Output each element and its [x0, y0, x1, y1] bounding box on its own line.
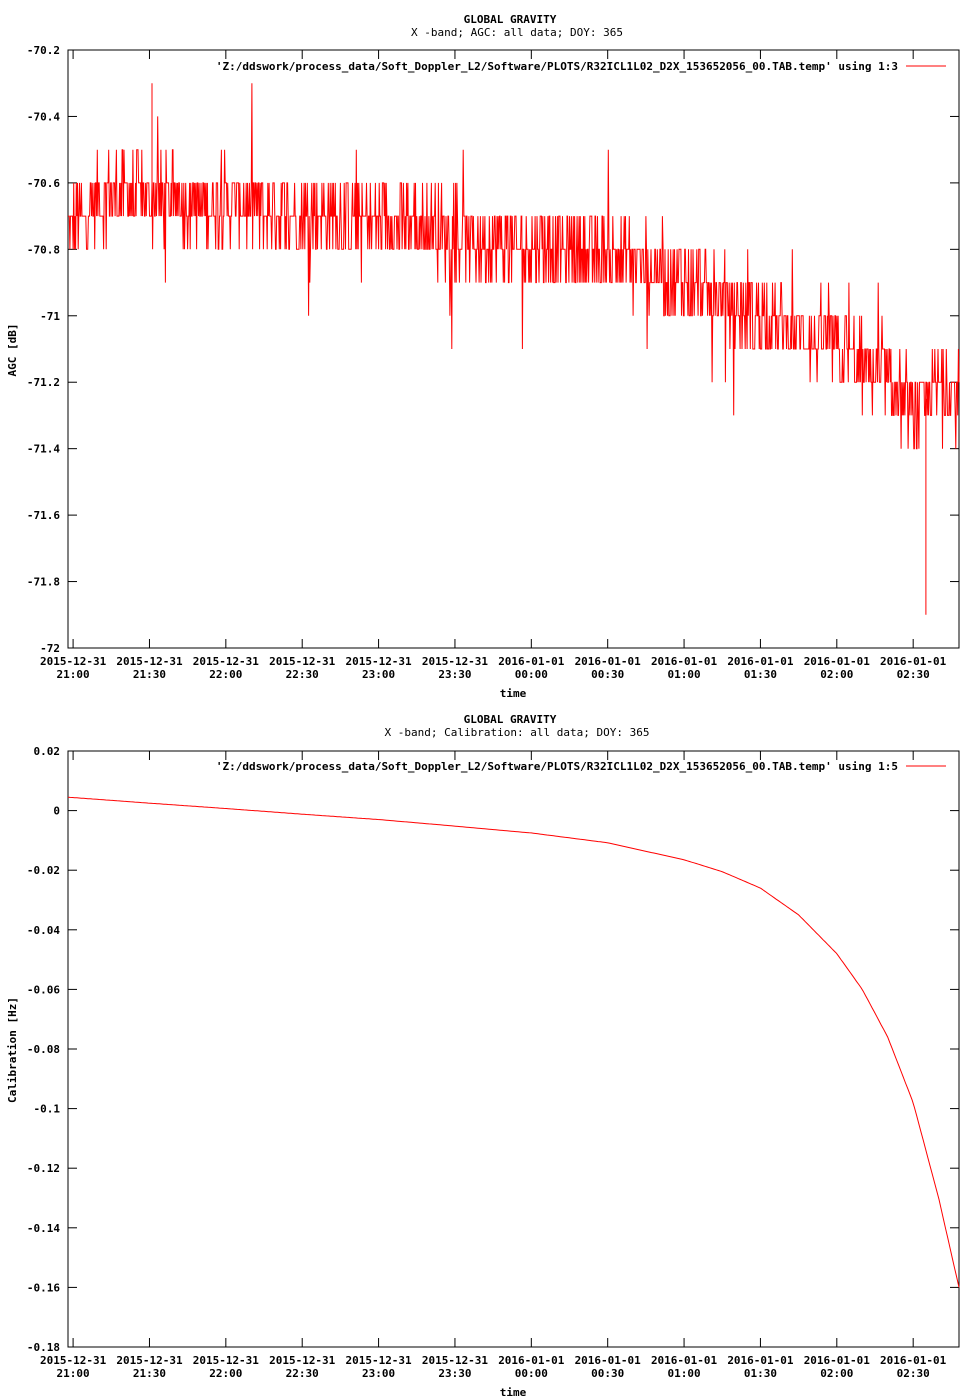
calibration-y-axis: 0.02 0 -0.02 -0.04 -0.06 -0.08 -0.1 -0.12 -0.14 -… — [27, 745, 959, 1354]
calibration-y-tick-label: -0.14 — [27, 1222, 60, 1235]
agc-y-tick-label: -71.2 — [27, 376, 60, 389]
calibration-y-tick-label: -0.08 — [27, 1043, 60, 1056]
agc-x-tick-date: 2015-12-31 — [269, 655, 336, 668]
calibration-x-tick-date: 2016-01-01 — [575, 1354, 642, 1367]
agc-plot-frame — [67, 49, 960, 649]
calibration-y-tick-label: -0.02 — [27, 864, 60, 877]
calibration-x-tick-time: 01:00 — [668, 1367, 701, 1380]
calibration-chart-subtitle: X -band; Calibration: all data; DOY: 365 — [385, 726, 650, 739]
agc-x-tick-date: 2016-01-01 — [651, 655, 718, 668]
calibration-y-tick-label: -0.1 — [34, 1103, 61, 1116]
agc-x-tick-time: 21:00 — [57, 668, 90, 681]
agc-y-tick-label: -71.4 — [27, 443, 60, 456]
calibration-series-line — [67, 796, 960, 1288]
agc-x-axis-label: time — [500, 687, 527, 700]
agc-chart-title: GLOBAL GRAVITY — [464, 13, 557, 26]
calibration-x-tick-time: 00:00 — [515, 1367, 548, 1380]
agc-x-tick-time: 23:00 — [362, 668, 395, 681]
calibration-x-tick-date: 2015-12-31 — [269, 1354, 336, 1367]
calibration-y-tick-label: -0.12 — [27, 1162, 60, 1175]
agc-y-tick-label: -70.8 — [27, 243, 60, 256]
calibration-chart: GLOBAL GRAVITY X -band; Calibration: all… — [6, 713, 960, 1399]
agc-x-tick-date: 2016-01-01 — [498, 655, 565, 668]
calibration-y-tick-label: -0.16 — [27, 1281, 60, 1294]
calibration-x-tick-time: 01:30 — [744, 1367, 777, 1380]
calibration-x-tick-date: 2015-12-31 — [116, 1354, 183, 1367]
agc-x-tick-date: 2015-12-31 — [193, 655, 260, 668]
calibration-x-tick-date: 2015-12-31 — [422, 1354, 489, 1367]
agc-x-tick-date: 2016-01-01 — [575, 655, 642, 668]
agc-x-tick-time: 01:00 — [668, 668, 701, 681]
agc-y-tick-label: -71.8 — [27, 576, 60, 589]
calibration-x-tick-time: 00:30 — [591, 1367, 624, 1380]
agc-y-tick-label: -70.2 — [27, 44, 60, 57]
calibration-x-tick-time: 02:00 — [820, 1367, 853, 1380]
calibration-legend-label: 'Z:/ddswork/process_data/Soft_Doppler_L2… — [216, 760, 898, 773]
agc-y-tick-label: -72 — [40, 642, 60, 655]
agc-x-tick-time: 00:00 — [515, 668, 548, 681]
agc-x-tick-date: 2015-12-31 — [422, 655, 489, 668]
agc-x-tick-time: 02:00 — [820, 668, 853, 681]
calibration-x-tick-date: 2015-12-31 — [345, 1354, 412, 1367]
calibration-x-tick-date: 2016-01-01 — [727, 1354, 794, 1367]
calibration-x-tick-time: 23:30 — [438, 1367, 471, 1380]
agc-x-axis: 2015-12-3121:002015-12-3121:302015-12-31… — [40, 50, 947, 681]
calibration-x-tick-time: 22:00 — [209, 1367, 242, 1380]
agc-series-line — [68, 83, 960, 615]
agc-x-tick-time: 02:30 — [897, 668, 930, 681]
calibration-x-tick-date: 2016-01-01 — [880, 1354, 947, 1367]
calibration-chart-title: GLOBAL GRAVITY — [464, 713, 557, 726]
calibration-x-tick-date: 2015-12-31 — [40, 1354, 107, 1367]
calibration-y-tick-label: -0.04 — [27, 924, 60, 937]
agc-y-tick-label: -71.6 — [27, 509, 60, 522]
calibration-x-tick-time: 23:00 — [362, 1367, 395, 1380]
agc-x-tick-time: 22:00 — [209, 668, 242, 681]
calibration-x-axis: 2015-12-3121:002015-12-3121:302015-12-31… — [40, 751, 947, 1380]
agc-y-axis: -70.2 -70.4 -70.6 -70.8 -71 -71.2 -71.4 -71.6 -7… — [27, 44, 959, 655]
agc-x-tick-time: 22:30 — [286, 668, 319, 681]
agc-x-tick-date: 2015-12-31 — [345, 655, 412, 668]
calibration-plot-frame — [67, 750, 960, 1348]
calibration-x-axis-label: time — [500, 1386, 527, 1399]
calibration-y-tick-label: 0.02 — [34, 745, 61, 758]
agc-y-tick-label: -70.6 — [27, 177, 60, 190]
agc-y-tick-label: -71 — [40, 310, 60, 323]
calibration-x-tick-time: 02:30 — [897, 1367, 930, 1380]
agc-x-tick-date: 2016-01-01 — [727, 655, 794, 668]
agc-x-tick-time: 00:30 — [591, 668, 624, 681]
calibration-x-tick-date: 2015-12-31 — [193, 1354, 260, 1367]
calibration-y-tick-label: -0.18 — [27, 1341, 60, 1354]
calibration-x-tick-time: 22:30 — [286, 1367, 319, 1380]
calibration-y-axis-label: Calibration [Hz] — [6, 997, 19, 1103]
agc-legend-label: 'Z:/ddswork/process_data/Soft_Doppler_L2… — [216, 60, 898, 73]
agc-x-tick-time: 21:30 — [133, 668, 166, 681]
calibration-y-tick-label: -0.06 — [27, 983, 60, 996]
agc-x-tick-date: 2015-12-31 — [116, 655, 183, 668]
calibration-y-tick-label: 0 — [53, 805, 60, 818]
calibration-x-tick-date: 2016-01-01 — [804, 1354, 871, 1367]
agc-x-tick-time: 23:30 — [438, 668, 471, 681]
agc-x-tick-date: 2016-01-01 — [804, 655, 871, 668]
calibration-x-tick-date: 2016-01-01 — [498, 1354, 565, 1367]
agc-x-tick-date: 2016-01-01 — [880, 655, 947, 668]
agc-chart-subtitle: X -band; AGC: all data; DOY: 365 — [411, 26, 623, 39]
calibration-x-tick-time: 21:00 — [57, 1367, 90, 1380]
agc-x-tick-date: 2015-12-31 — [40, 655, 107, 668]
agc-y-axis-label: AGC [dB] — [6, 324, 19, 377]
agc-chart: GLOBAL GRAVITY X -band; AGC: all data; D… — [6, 13, 960, 700]
calibration-x-tick-date: 2016-01-01 — [651, 1354, 718, 1367]
calibration-x-tick-time: 21:30 — [133, 1367, 166, 1380]
agc-y-tick-label: -70.4 — [27, 110, 60, 123]
agc-x-tick-time: 01:30 — [744, 668, 777, 681]
